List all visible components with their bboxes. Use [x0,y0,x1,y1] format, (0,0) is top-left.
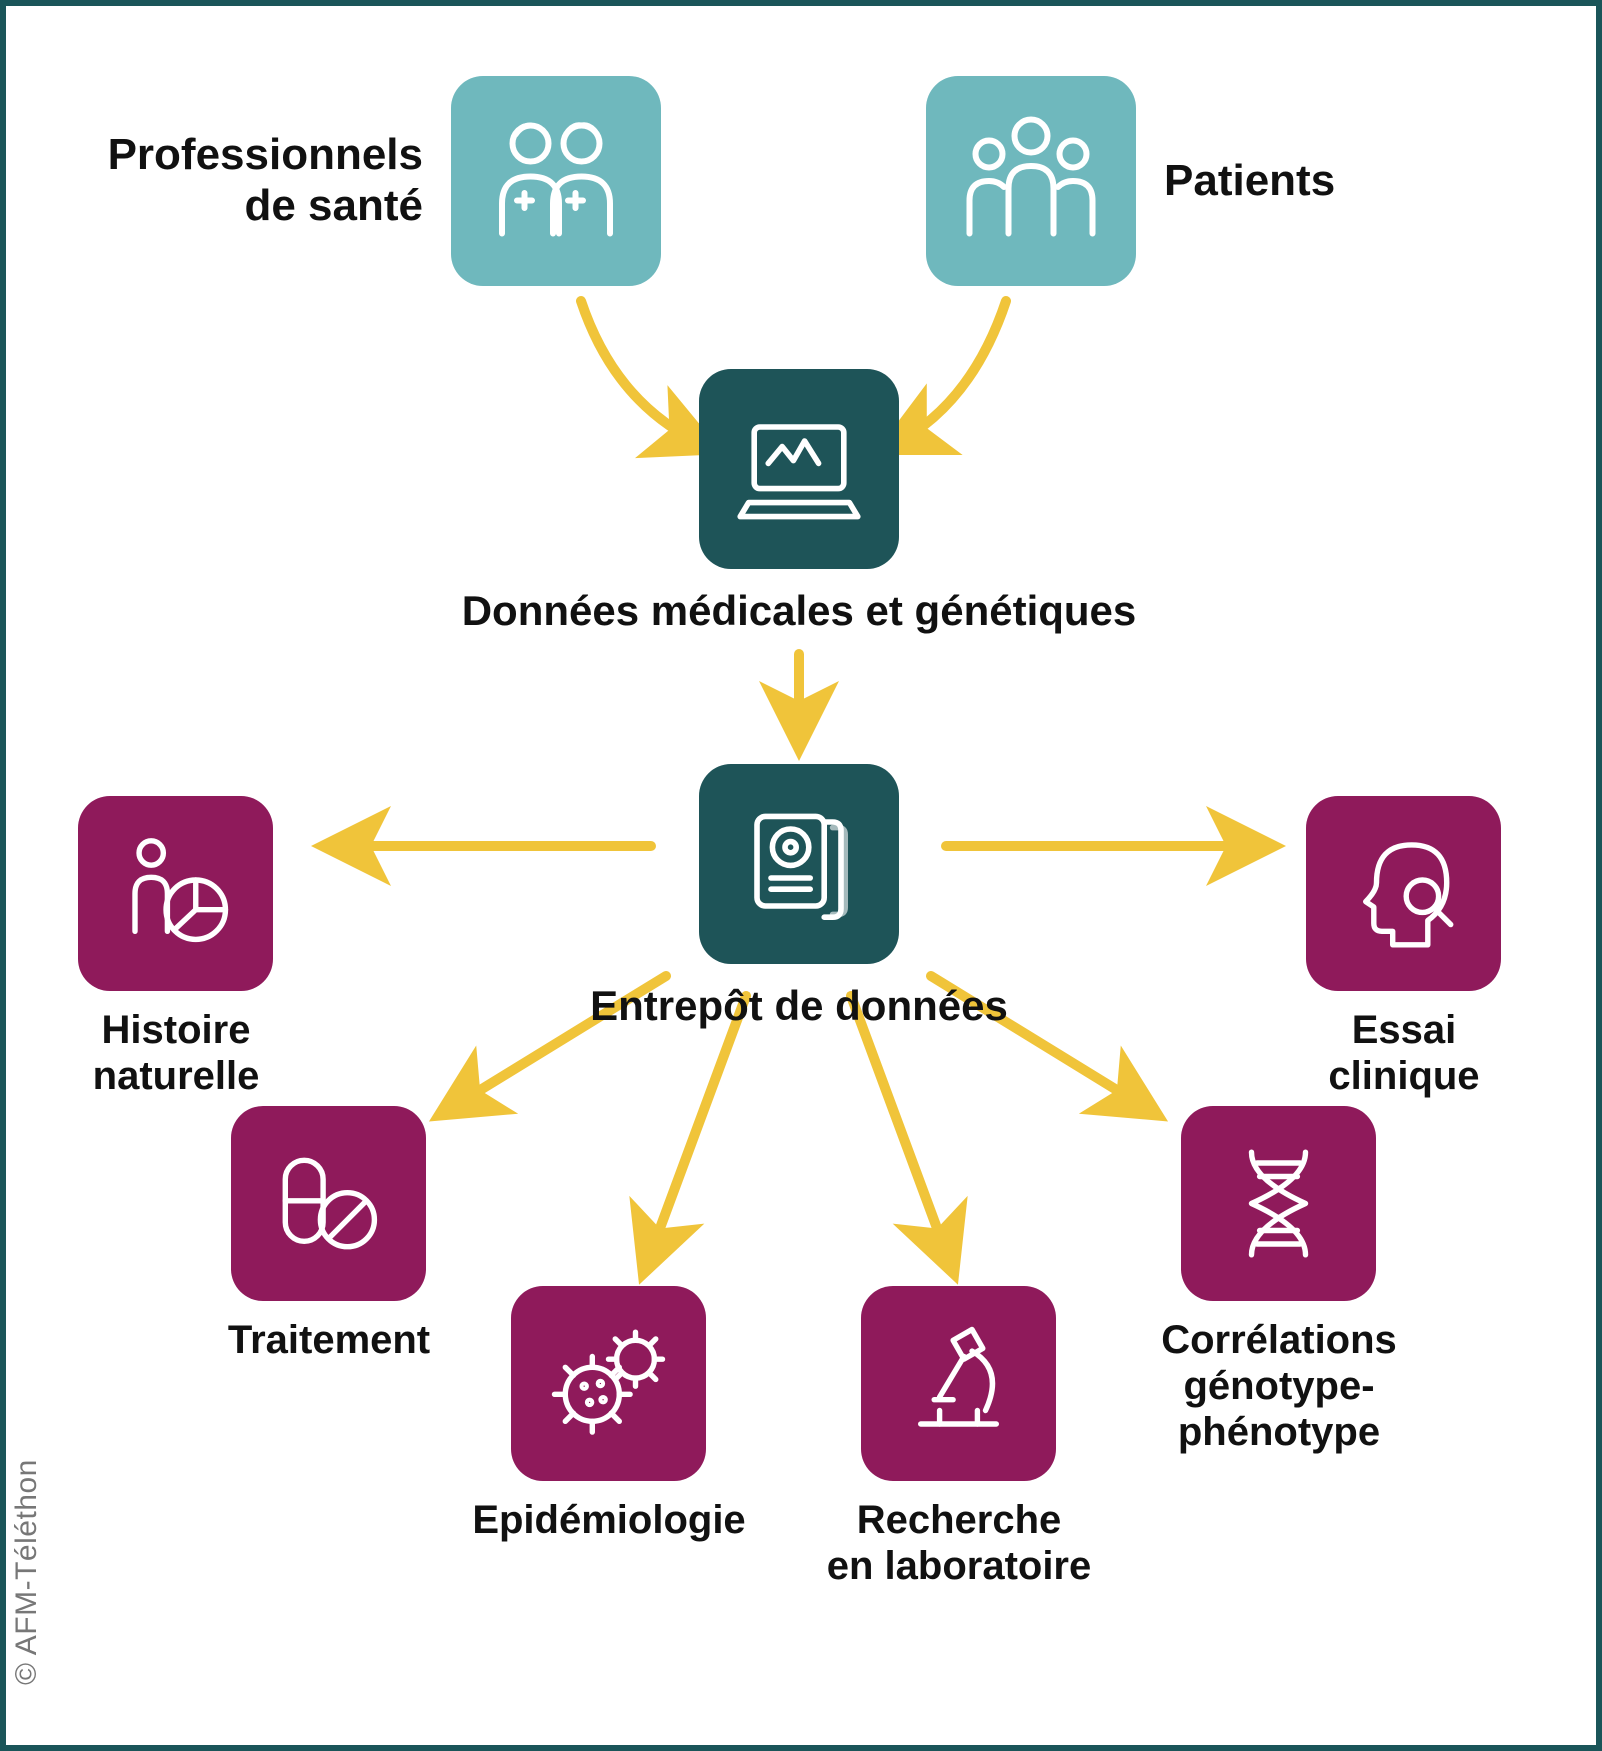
label-essai: Essai clinique [1284,1007,1524,1099]
doctor-icon [481,106,631,256]
tile-correlations [1181,1106,1376,1301]
label-traitement: Traitement [199,1317,459,1363]
tile-essai [1306,796,1501,991]
label-epidemiologie: Epidémiologie [449,1497,769,1543]
microscope-icon [891,1316,1026,1451]
label-patients: Patients [1136,156,1335,207]
credit-text: © AFM-Téléthon [10,1459,44,1685]
node-patients: Patients [926,76,1335,286]
node-entrepot: Entrepôt de données [699,764,899,1030]
dna-icon [1211,1136,1346,1271]
node-donnees: Données médicales et génétiques [699,369,899,635]
node-epidemiologie: Epidémiologie [511,1286,706,1543]
node-traitement: Traitement [231,1106,426,1363]
tile-traitement [231,1106,426,1301]
people-icon [956,106,1106,256]
disk-icon [729,794,869,934]
label-recherche: Recherche en laboratoire [789,1497,1129,1589]
diagram-frame: Professionnels de santé [0,0,1602,1751]
laptop-icon [729,399,869,539]
label-histoire: Histoire naturelle [46,1007,306,1099]
node-correlations: Corrélations génotype- phénotype [1181,1106,1376,1455]
label-donnees: Données médicales et génétiques [419,587,1179,635]
tile-recherche [861,1286,1056,1481]
pill-icon [261,1136,396,1271]
node-histoire: Histoire naturelle [78,796,273,1099]
tile-professionnels [451,76,661,286]
node-recherche: Recherche en laboratoire [861,1286,1056,1589]
tile-donnees [699,369,899,569]
tile-patients [926,76,1136,286]
tile-histoire [78,796,273,991]
label-professionnels: Professionnels de santé [81,130,451,231]
label-correlations: Corrélations génotype- phénotype [1129,1317,1429,1455]
label-entrepot: Entrepôt de données [549,982,1049,1030]
virus-icon [541,1316,676,1451]
tile-entrepot [699,764,899,964]
person-pie-icon [108,826,243,961]
head-magnifier-icon [1336,826,1471,961]
tile-epidemiologie [511,1286,706,1481]
node-essai: Essai clinique [1306,796,1501,1099]
node-professionnels: Professionnels de santé [451,76,661,286]
